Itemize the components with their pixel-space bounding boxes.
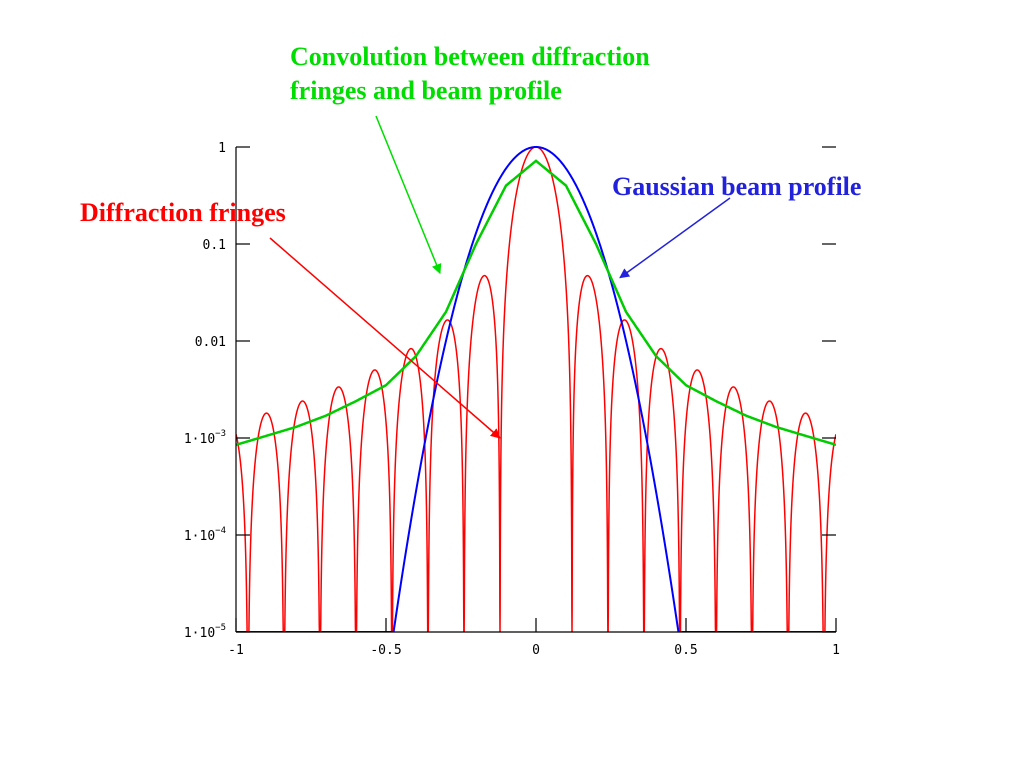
axes-layer: 1 0.1 0.01 1·10−3 1·10−4 1·10−5-1 -0.5 0 0.5 1: [184, 141, 840, 658]
series-convolution: [236, 159, 836, 447]
y-tick-label: 1·10−5: [184, 623, 226, 641]
annotation-diffraction-fringes: Diffraction fringes: [80, 196, 286, 230]
x-tick-label: 1: [832, 643, 840, 658]
annotation-arrow-convolution: [375, 115, 442, 275]
annotation-convolution-line-1: Convolution between diffraction: [290, 42, 650, 71]
arrow-layer: [269, 115, 731, 439]
annotation-arrow-fringes: [269, 237, 501, 439]
x-tick-label: 0.5: [674, 643, 697, 658]
y-tick-label: 1·10−3: [184, 429, 226, 447]
annotation-convolution-line-2: fringes and beam profile: [290, 76, 562, 105]
x-tick-label: -0.5: [370, 643, 401, 658]
annotation-gaussian-line-1: Gaussian beam profile: [612, 172, 862, 201]
x-tick-label: 0: [532, 643, 540, 658]
y-tick-label: 1·10−4: [184, 526, 226, 544]
annotation-fringes-line-1: Diffraction fringes: [80, 198, 286, 227]
series-layer: [236, 145, 836, 632]
series-gaussian-beam: [236, 145, 836, 632]
annotation-arrow-gaussian: [619, 197, 731, 279]
x-tick-label: -1: [228, 643, 244, 658]
annotation-gaussian-beam: Gaussian beam profile: [612, 170, 861, 204]
y-tick-label: 0.01: [195, 335, 226, 350]
y-tick-label: 0.1: [203, 238, 226, 253]
y-tick-label: 1: [218, 141, 226, 156]
annotation-convolution: Convolution between diffraction fringes …: [290, 40, 650, 108]
series-diffraction-fringes: [236, 146, 836, 632]
